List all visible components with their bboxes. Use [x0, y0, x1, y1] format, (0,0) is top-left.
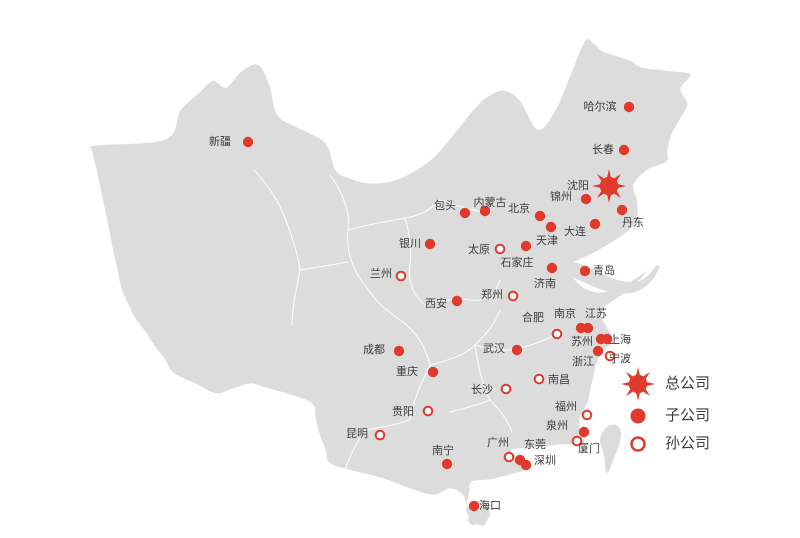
svg-text:苏州: 苏州	[571, 335, 593, 348]
svg-text:武汉: 武汉	[483, 342, 505, 355]
svg-text:大连: 大连	[564, 224, 586, 238]
svg-text:沈阳: 沈阳	[567, 178, 589, 192]
svg-text:合肥: 合肥	[522, 310, 544, 324]
svg-text:海口: 海口	[479, 498, 501, 512]
svg-text:长沙: 长沙	[471, 383, 493, 396]
svg-text:北京: 北京	[508, 201, 530, 215]
svg-text:厦门: 厦门	[578, 441, 600, 455]
svg-text:内蒙古: 内蒙古	[474, 195, 507, 209]
svg-text:南京: 南京	[554, 306, 576, 320]
svg-text:东莞: 东莞	[524, 438, 546, 451]
svg-text:银川: 银川	[399, 236, 421, 250]
svg-text:长春: 长春	[592, 143, 614, 156]
svg-text:子公司: 子公司	[665, 407, 710, 424]
svg-text:新疆: 新疆	[209, 134, 231, 148]
svg-text:哈尔滨: 哈尔滨	[584, 99, 617, 113]
svg-text:昆明: 昆明	[346, 427, 368, 440]
svg-text:包头: 包头	[434, 199, 456, 212]
svg-text:福州: 福州	[555, 399, 577, 413]
svg-text:泉州: 泉州	[546, 418, 568, 432]
svg-text:天津: 天津	[536, 234, 558, 247]
svg-text:南宁: 南宁	[432, 443, 454, 457]
svg-text:兰州: 兰州	[370, 267, 392, 280]
svg-text:南昌: 南昌	[548, 373, 570, 386]
svg-text:济南: 济南	[534, 276, 556, 290]
svg-text:青岛: 青岛	[593, 263, 615, 277]
svg-text:太原: 太原	[468, 243, 490, 256]
svg-text:锦州: 锦州	[550, 189, 572, 203]
svg-text:江苏: 江苏	[585, 307, 607, 320]
svg-text:郑州: 郑州	[481, 287, 503, 301]
svg-text:浙江: 浙江	[572, 355, 594, 368]
svg-text:宁波: 宁波	[609, 351, 631, 365]
svg-text:深圳: 深圳	[534, 454, 556, 467]
svg-text:上海: 上海	[609, 332, 631, 346]
svg-text:总公司: 总公司	[665, 375, 710, 392]
svg-text:孙公司: 孙公司	[665, 435, 710, 452]
svg-text:丹东: 丹东	[622, 216, 644, 229]
svg-text:贵阳: 贵阳	[392, 405, 414, 418]
svg-text:广州: 广州	[487, 436, 509, 449]
svg-text:重庆: 重庆	[396, 364, 418, 378]
svg-text:石家庄: 石家庄	[501, 255, 534, 269]
svg-text:成都: 成都	[363, 343, 385, 356]
svg-text:西安: 西安	[425, 296, 447, 310]
